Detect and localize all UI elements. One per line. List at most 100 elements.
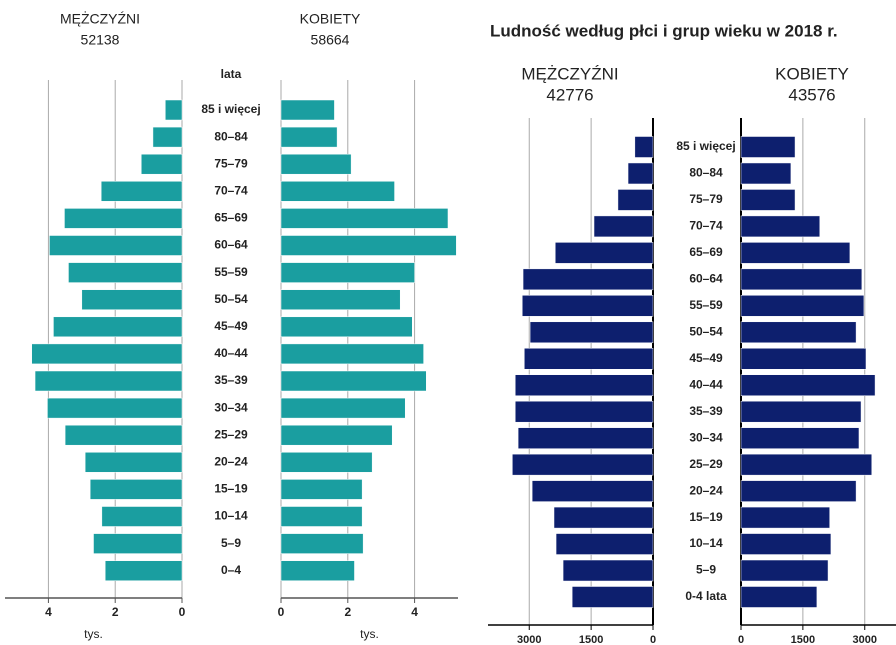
bar	[68, 262, 183, 283]
bar	[740, 586, 818, 608]
category-label: 20–24	[214, 454, 248, 468]
bar	[740, 268, 863, 291]
bar	[627, 162, 654, 185]
bar	[81, 289, 183, 310]
category-label: 80–84	[214, 129, 248, 143]
bar	[280, 208, 449, 229]
bar	[280, 397, 406, 419]
series-total: 58664	[311, 32, 350, 48]
category-label: 15–19	[689, 510, 723, 524]
bar	[522, 268, 654, 291]
bar	[740, 136, 796, 158]
bar	[280, 289, 401, 310]
category-label: 60–64	[689, 272, 723, 286]
bar	[514, 400, 654, 423]
bar	[740, 215, 821, 238]
category-label: 0-4 lata	[685, 589, 727, 603]
bar	[280, 479, 363, 500]
series-total: 42776	[546, 85, 593, 104]
bar	[514, 374, 654, 396]
bar	[84, 452, 183, 473]
bar	[740, 480, 857, 502]
bar	[104, 560, 183, 581]
category-label: 50–54	[689, 324, 723, 338]
category-label: 10–14	[214, 509, 248, 523]
bar	[740, 533, 832, 555]
category-label: 55–59	[689, 298, 723, 312]
bar	[280, 126, 338, 148]
bar	[53, 316, 183, 338]
category-label: 85 i więcej	[676, 139, 735, 153]
bar	[280, 452, 373, 473]
bar	[100, 181, 183, 202]
bar	[31, 343, 183, 365]
bar	[553, 506, 654, 529]
bar	[634, 136, 654, 158]
category-label: 75–79	[689, 192, 723, 206]
bar	[740, 321, 857, 344]
bar	[280, 181, 395, 202]
bar	[740, 162, 792, 185]
bar	[531, 480, 654, 502]
category-label: 35–39	[214, 373, 248, 387]
bar	[740, 453, 873, 476]
bar	[280, 533, 364, 554]
category-label: 25–29	[214, 427, 248, 441]
x-tick-label: 1500	[791, 634, 815, 645]
x-tick-label: 3000	[853, 634, 877, 645]
category-label: 20–24	[689, 483, 723, 497]
bar	[64, 424, 183, 446]
bar	[89, 479, 183, 500]
category-axis-label: lata	[221, 67, 242, 81]
category-label: 85 i więcej	[201, 102, 260, 116]
category-label: 65–69	[689, 245, 723, 259]
bar	[740, 242, 851, 264]
series-name: MĘŻCZYŹNI	[521, 64, 618, 83]
x-axis-label: tys.	[84, 627, 103, 641]
series-total: 52138	[81, 32, 120, 48]
bar	[47, 397, 183, 419]
category-label: 45–49	[689, 351, 723, 365]
category-label: 65–69	[214, 211, 248, 225]
x-tick-label: 0	[278, 605, 285, 619]
x-tick-label: 2	[112, 605, 119, 619]
bar	[593, 215, 654, 238]
bar	[571, 586, 654, 608]
category-label: 35–39	[689, 404, 723, 418]
category-label: 25–29	[689, 457, 723, 471]
x-tick-label: 1500	[579, 634, 603, 645]
bar	[280, 560, 355, 581]
bar	[93, 533, 183, 554]
x-tick-label: 0	[738, 634, 744, 645]
bar	[280, 235, 457, 256]
chart-title: Ludność według płci i grup wieku w 2018 …	[490, 21, 838, 40]
x-tick-label: 2	[344, 605, 351, 619]
bar	[280, 424, 393, 446]
bar	[740, 295, 865, 317]
bar	[555, 533, 654, 555]
x-tick-label: 3000	[517, 634, 541, 645]
category-label: 55–59	[214, 265, 248, 279]
category-label: 5–9	[221, 536, 241, 550]
x-tick-label: 0	[179, 605, 186, 619]
category-label: 60–64	[214, 238, 248, 252]
bar	[280, 316, 413, 338]
bar	[280, 343, 424, 365]
bar	[740, 348, 867, 370]
category-label: 40–44	[689, 377, 723, 391]
bar	[280, 370, 427, 392]
category-label: 15–19	[214, 482, 248, 496]
bar	[512, 453, 654, 476]
bar	[740, 559, 829, 582]
bar	[64, 208, 183, 229]
series-name: KOBIETY	[775, 64, 849, 83]
bar	[554, 242, 654, 264]
category-label: 70–74	[214, 183, 248, 197]
bar	[152, 126, 183, 148]
bar	[521, 295, 654, 317]
bar	[740, 374, 876, 396]
bar	[280, 153, 352, 175]
bar	[517, 427, 654, 449]
